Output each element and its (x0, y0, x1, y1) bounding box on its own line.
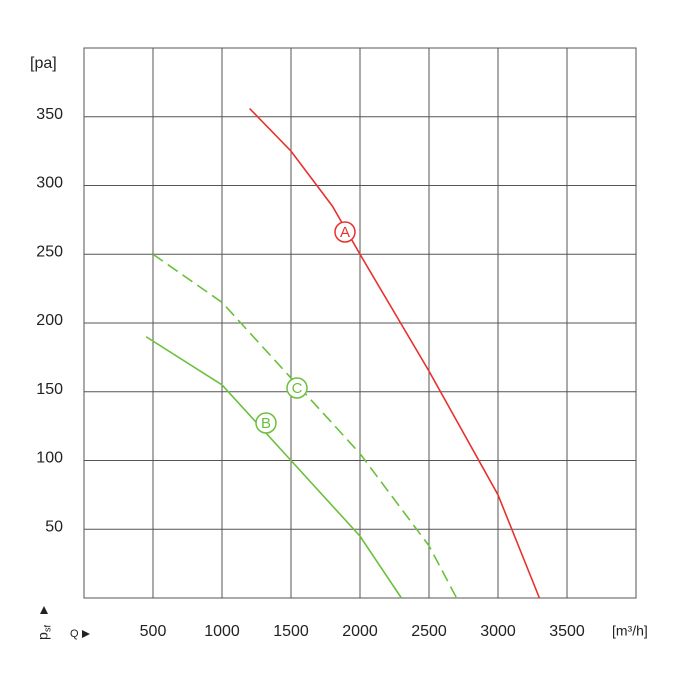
x-tick-label: 2500 (411, 623, 447, 640)
x-arrow (82, 630, 90, 638)
x-axis-symbol: Q (70, 628, 79, 640)
x-unit: [m³/h] (612, 623, 648, 639)
series-line (152, 253, 458, 599)
series-label: B (261, 415, 271, 432)
y-tick-label: 300 (36, 175, 63, 192)
x-tick-label: 500 (140, 623, 167, 640)
x-tick-label: 1000 (204, 623, 240, 640)
y-axis-symbol: p sf (35, 606, 52, 640)
y-tick-label: 100 (36, 450, 63, 467)
y-tick-label: 150 (36, 381, 63, 398)
y-axis-symbol-main: p (35, 632, 51, 640)
series-label-circle (286, 377, 308, 399)
series-label: A (340, 224, 350, 241)
x-tick-label: 3500 (549, 623, 585, 640)
y-unit: [pa] (30, 55, 57, 72)
y-tick-label: 200 (36, 312, 63, 329)
x-tick-label: 3000 (480, 623, 516, 640)
x-tick-label: 2000 (342, 623, 378, 640)
series-label: C (292, 380, 303, 397)
y-tick-label: 350 (36, 106, 63, 123)
y-tick-label: 50 (45, 518, 63, 535)
series-line (249, 107, 541, 599)
y-tick-label: 250 (36, 243, 63, 260)
series-line (145, 336, 403, 599)
y-arrow (40, 606, 48, 614)
x-tick-label: 1500 (273, 623, 309, 640)
y-axis-symbol-sub: sf (42, 625, 52, 633)
series-label-circle (334, 221, 356, 243)
series-label-circle (255, 412, 277, 434)
